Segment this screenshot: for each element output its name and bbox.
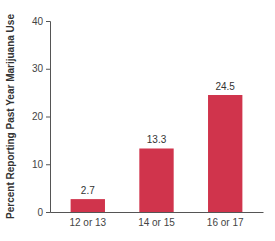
data-labels: 2.7 13.3 24.5 [81, 81, 236, 196]
tick-mark [46, 117, 50, 118]
axis-line [51, 212, 264, 213]
data-label: 13.3 [147, 134, 167, 145]
tick: 10 [32, 159, 50, 170]
tick-label: 0 [37, 207, 43, 218]
tick-label: 10 [32, 159, 44, 170]
tick: 16 or 17 [207, 212, 244, 228]
data-label: 2.7 [81, 185, 95, 196]
tick-label: 16 or 17 [207, 217, 244, 228]
tick-label: 20 [32, 111, 44, 122]
tick: 12 or 13 [69, 212, 106, 228]
tick: 14 or 15 [138, 212, 175, 228]
bar [71, 199, 105, 212]
tick-mark [46, 69, 50, 70]
y-axis-title: Percent Reporting Past Year Marijuana Us… [5, 14, 16, 219]
axis-line [46, 22, 51, 213]
bar [139, 148, 173, 212]
tick: 30 [32, 63, 50, 74]
tick: 0 [37, 207, 50, 218]
tick-label: 12 or 13 [69, 217, 106, 228]
tick-label: 40 [32, 16, 44, 27]
plot: 0 10 20 30 40 12 or 13 14 or 15 16 or 17 2.7 13.3… [32, 16, 264, 228]
chart: 0 10 20 30 40 12 or 13 14 or 15 16 or 17 2.7 13.3… [0, 0, 275, 241]
tick-mark [46, 21, 50, 22]
tick: 40 [32, 16, 50, 27]
tick: 20 [32, 111, 50, 122]
x-axis: 12 or 13 14 or 15 16 or 17 [51, 212, 264, 228]
tick-mark [46, 164, 50, 165]
data-label: 24.5 [215, 81, 235, 92]
tick-mark [46, 212, 50, 213]
tick-label: 14 or 15 [138, 217, 175, 228]
bars [71, 95, 243, 212]
bar [208, 95, 242, 212]
tick-label: 30 [32, 63, 44, 74]
y-axis: 0 10 20 30 40 [32, 16, 51, 218]
